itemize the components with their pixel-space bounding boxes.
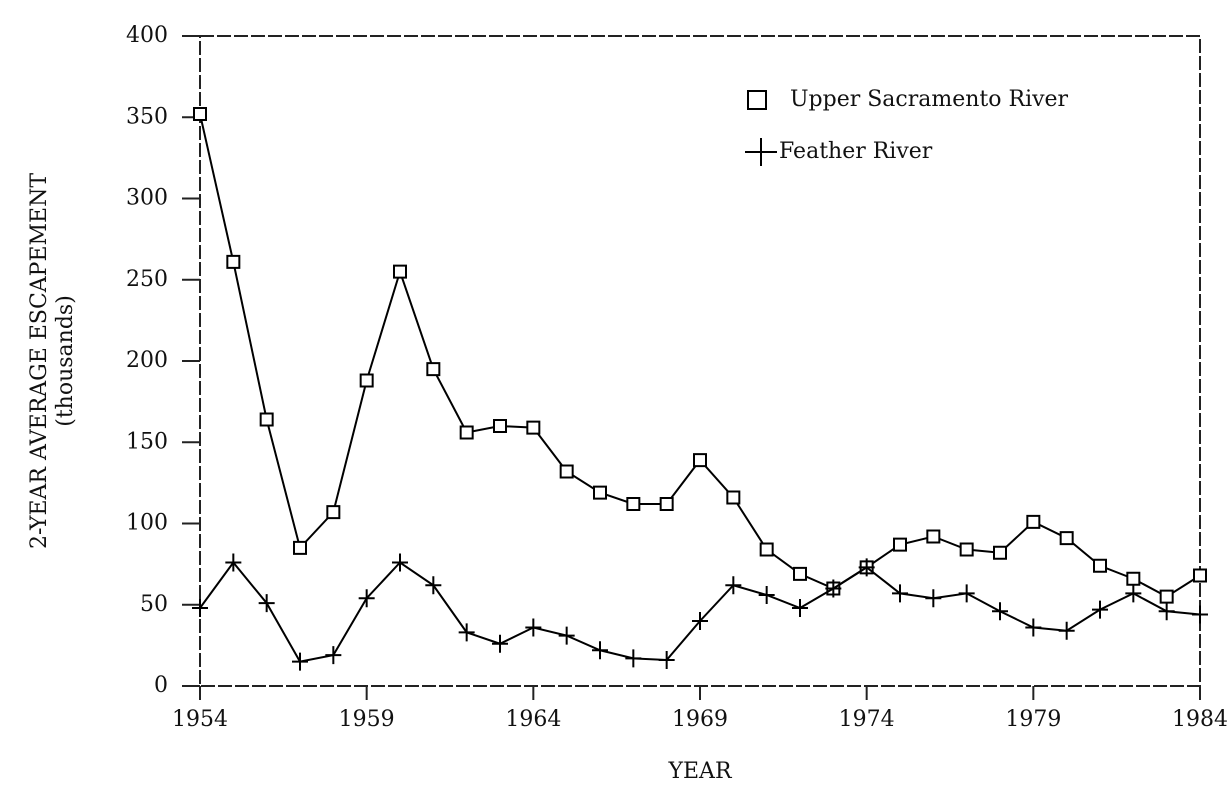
plus-marker bbox=[1058, 621, 1075, 640]
plus-marker bbox=[325, 646, 342, 665]
square-marker bbox=[293, 540, 307, 555]
plus-marker bbox=[725, 576, 742, 595]
square-marker bbox=[359, 373, 374, 388]
plus-marker bbox=[958, 584, 975, 603]
plus-marker bbox=[525, 618, 542, 637]
plus-marker bbox=[258, 594, 275, 613]
plot-frame bbox=[199, 35, 1201, 687]
plus-marker bbox=[792, 599, 808, 617]
x-tick-label: 1979 bbox=[1005, 707, 1061, 732]
plus-marker bbox=[1158, 602, 1175, 621]
plus-marker bbox=[592, 641, 608, 660]
plus-marker bbox=[992, 602, 1008, 621]
legend-label: Upper Sacramento River bbox=[790, 87, 1069, 112]
square-marker bbox=[793, 566, 807, 581]
square-marker bbox=[626, 497, 641, 511]
square-marker bbox=[1093, 558, 1107, 573]
square-marker bbox=[1026, 514, 1041, 529]
plus-marker bbox=[492, 634, 508, 653]
y-axis-label: 2-YEAR AVERAGE ESCAPEMENT bbox=[27, 173, 52, 549]
series-line bbox=[199, 113, 1201, 598]
x-tick-label: 1969 bbox=[672, 707, 728, 732]
plus-marker bbox=[1092, 600, 1108, 619]
legend-swatch bbox=[745, 138, 777, 166]
y-tick-label: 300 bbox=[126, 186, 168, 211]
plus-marker bbox=[625, 649, 642, 668]
plus-marker bbox=[558, 626, 575, 645]
plus-marker bbox=[1192, 605, 1208, 624]
square-marker bbox=[526, 420, 541, 435]
square-marker bbox=[493, 419, 507, 433]
plus-marker bbox=[1025, 618, 1042, 637]
x-tick-label: 1959 bbox=[339, 707, 395, 732]
plus-marker bbox=[892, 584, 908, 603]
plus-marker bbox=[192, 599, 208, 617]
square-marker bbox=[1159, 589, 1174, 604]
square-marker bbox=[893, 537, 907, 552]
square-marker bbox=[193, 107, 207, 121]
square-marker bbox=[326, 505, 341, 520]
y-tick-label: 350 bbox=[126, 104, 168, 129]
square-marker bbox=[1126, 571, 1141, 586]
plus-marker bbox=[292, 652, 308, 671]
y-tick-label: 200 bbox=[126, 348, 168, 373]
plus-marker bbox=[825, 579, 842, 598]
square-marker bbox=[226, 254, 241, 269]
y-tick-label: 100 bbox=[126, 511, 168, 536]
plus-marker bbox=[425, 576, 442, 595]
square-marker bbox=[1193, 568, 1207, 583]
square-marker bbox=[1059, 531, 1074, 546]
x-tick-label: 1974 bbox=[839, 707, 895, 732]
plus-marker bbox=[358, 589, 375, 608]
plus-marker bbox=[458, 623, 475, 642]
legend-label: Feather River bbox=[779, 139, 933, 164]
square-marker bbox=[393, 264, 407, 279]
y-tick-label: 400 bbox=[126, 23, 168, 48]
square-marker bbox=[459, 425, 474, 440]
plus-marker bbox=[225, 553, 242, 572]
plus-marker bbox=[758, 586, 775, 604]
plus-marker bbox=[858, 558, 875, 577]
square-marker bbox=[993, 545, 1007, 560]
square-marker bbox=[659, 497, 674, 511]
plus-marker bbox=[658, 651, 675, 669]
square-marker bbox=[959, 542, 974, 557]
y-tick-label: 50 bbox=[140, 592, 168, 617]
plus-marker bbox=[692, 612, 708, 630]
square-marker bbox=[259, 412, 274, 427]
square-marker bbox=[693, 453, 707, 468]
square-marker bbox=[559, 464, 574, 479]
y-axis-unit: (thousands) bbox=[53, 295, 78, 427]
x-tick-label: 1954 bbox=[172, 707, 228, 732]
x-tick-label: 1984 bbox=[1172, 707, 1228, 732]
legend-swatch bbox=[747, 90, 767, 110]
square-marker bbox=[726, 490, 741, 505]
y-tick-label: 250 bbox=[126, 267, 168, 292]
plus-marker bbox=[1125, 584, 1142, 603]
square-marker bbox=[759, 542, 774, 557]
plus-marker bbox=[392, 553, 408, 572]
y-tick-label: 150 bbox=[126, 429, 168, 454]
x-tick-label: 1964 bbox=[505, 707, 561, 732]
x-axis-label: YEAR bbox=[667, 759, 732, 784]
square-marker bbox=[593, 485, 607, 500]
square-marker bbox=[426, 362, 441, 377]
square-marker bbox=[926, 529, 941, 544]
y-tick-label: 0 bbox=[154, 673, 168, 698]
plus-marker bbox=[925, 589, 942, 608]
